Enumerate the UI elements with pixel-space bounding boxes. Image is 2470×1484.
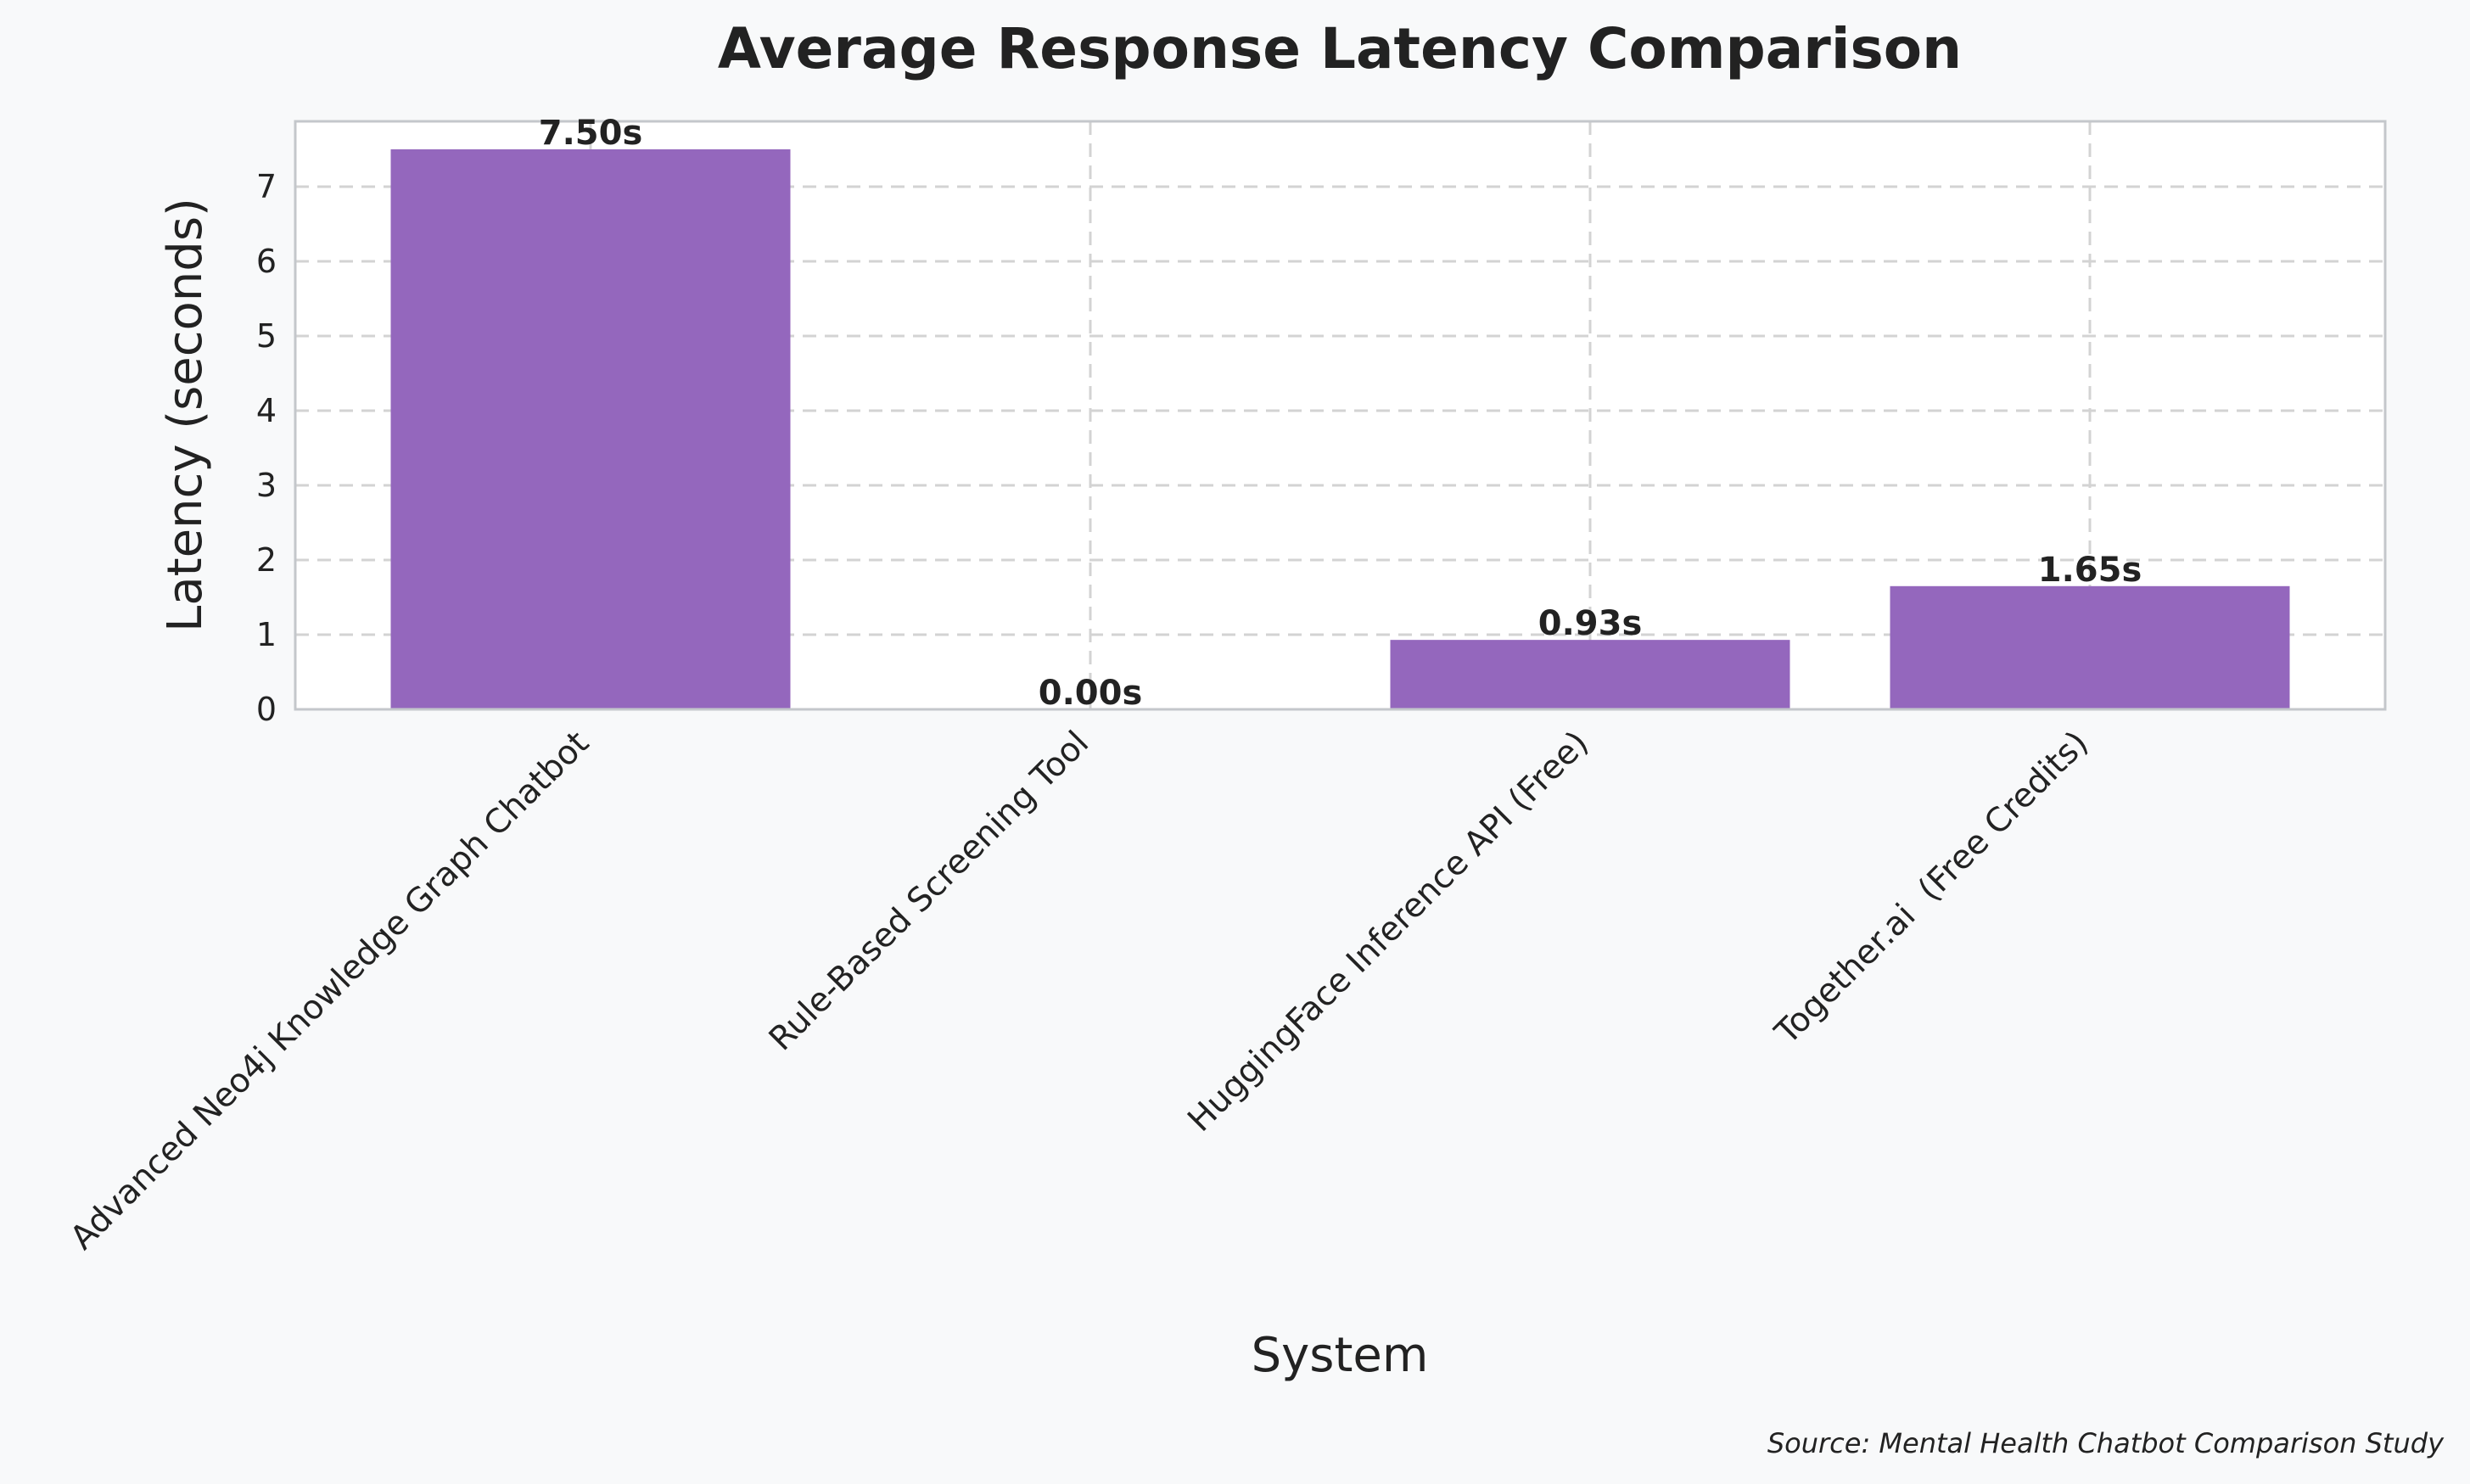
source-note: Source: Mental Health Chatbot Comparison… (1767, 1427, 2445, 1459)
y-axis-ticks: 0 1 2 3 4 5 6 7 (256, 168, 277, 728)
x-tick-label: Together.ai (Free Credits) (1767, 724, 2096, 1052)
y-tick-label: 7 (256, 168, 277, 205)
y-tick-label: 2 (256, 541, 277, 579)
value-labels: 7.50s 0.00s 0.93s 1.65s (539, 114, 2142, 713)
x-axis-ticks: Advanced Neo4j Knowledge Graph Chatbot Ru… (63, 724, 2096, 1257)
y-tick-label: 5 (256, 317, 277, 355)
y-axis-label: Latency (seconds) (158, 198, 213, 632)
chart-title: Average Response Latency Comparison (718, 16, 1962, 81)
bar-value-label: 7.50s (539, 114, 643, 153)
y-tick-label: 1 (256, 616, 277, 653)
bar-value-label: 1.65s (2038, 551, 2142, 590)
y-tick-label: 6 (256, 243, 277, 280)
bar-value-label: 0.93s (1538, 604, 1643, 643)
bar (390, 149, 791, 709)
x-tick-label: HuggingFace Inference API (Free) (1180, 724, 1596, 1140)
x-tick-label: Rule-Based Screening Tool (762, 724, 1096, 1058)
bars (390, 149, 2290, 709)
bar-value-label: 0.00s (1039, 674, 1143, 713)
x-tick-label: Advanced Neo4j Knowledge Graph Chatbot (63, 724, 596, 1257)
bar (1890, 585, 2290, 709)
y-tick-label: 3 (256, 467, 277, 504)
bar (1390, 640, 1790, 709)
x-axis-label: System (1252, 1328, 1429, 1383)
y-tick-label: 0 (256, 691, 277, 728)
y-tick-label: 4 (256, 392, 277, 429)
plot-frame (294, 120, 2387, 711)
